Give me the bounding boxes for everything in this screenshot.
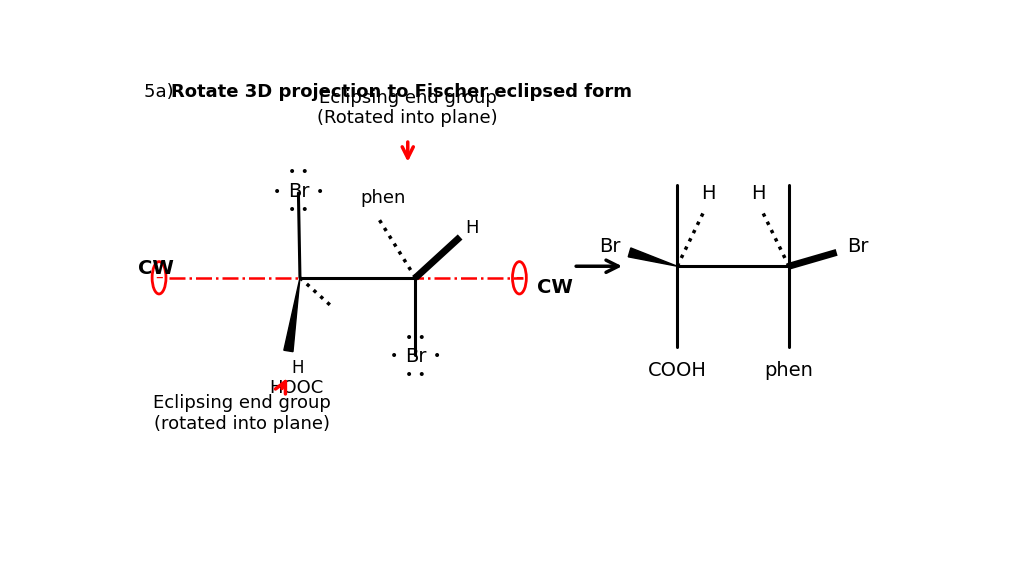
Text: 5a): 5a) [144, 83, 180, 101]
Text: H: H [292, 359, 304, 377]
Text: (rotated into plane): (rotated into plane) [155, 415, 330, 433]
Text: • •: • • [288, 203, 309, 217]
Text: • •: • • [288, 165, 309, 179]
Text: Br: Br [288, 182, 309, 201]
Text: phen: phen [360, 190, 406, 207]
Text: Br: Br [599, 237, 621, 256]
Text: CW: CW [138, 259, 174, 278]
Text: •: • [272, 184, 281, 199]
Text: (Rotated into plane): (Rotated into plane) [317, 109, 498, 127]
Text: •: • [390, 349, 398, 363]
Text: H: H [751, 184, 765, 203]
Text: • •: • • [406, 331, 426, 345]
Text: Rotate 3D projection to Fischer eclipsed form: Rotate 3D projection to Fischer eclipsed… [171, 83, 632, 101]
Text: • •: • • [406, 368, 426, 382]
Text: HOOC: HOOC [269, 379, 324, 397]
Text: CW: CW [538, 278, 573, 297]
Text: –: – [516, 270, 523, 285]
Polygon shape [284, 278, 300, 352]
Polygon shape [629, 248, 677, 266]
Text: •: • [433, 349, 441, 363]
Text: Eclipsing end group: Eclipsing end group [318, 89, 497, 107]
Text: H: H [466, 219, 479, 237]
Text: Br: Br [848, 237, 869, 256]
Text: phen: phen [765, 361, 813, 380]
Text: •: • [315, 184, 325, 199]
Text: H: H [700, 184, 716, 203]
Text: Eclipsing end group: Eclipsing end group [154, 395, 331, 412]
Text: Br: Br [404, 347, 426, 366]
Text: –: – [156, 270, 163, 285]
Text: COOH: COOH [648, 361, 707, 380]
